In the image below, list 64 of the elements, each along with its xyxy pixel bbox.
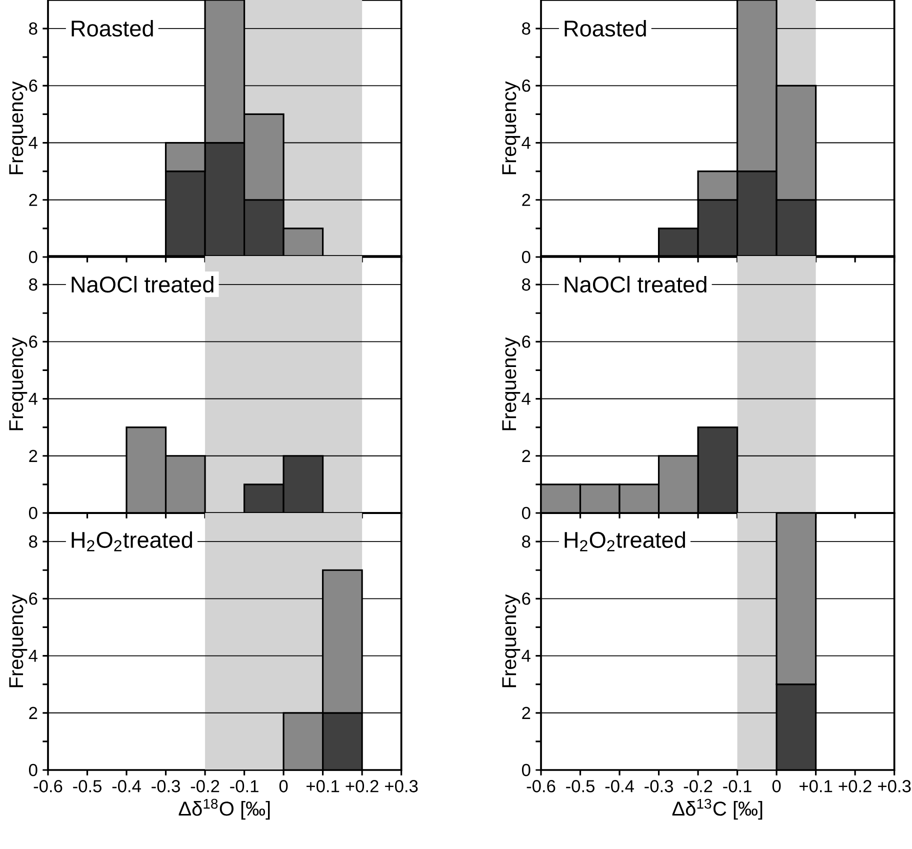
y-tick-label: 8 — [29, 22, 38, 35]
y-tick-label: 2 — [522, 450, 530, 462]
y-tick-label: 0 — [522, 506, 530, 520]
x-tick-label: +0.2 — [838, 780, 872, 792]
x-tick-label: 0 — [279, 780, 288, 792]
x-tick-label: -0.5 — [566, 780, 594, 792]
y-axis-title: Frequency — [9, 337, 28, 430]
y-tick-label: 4 — [522, 650, 530, 662]
y-axis-title: Frequency — [9, 594, 28, 688]
y-tick-label: 2 — [522, 194, 530, 206]
text: H$_{2}$O$_{2}$treated — [72, 531, 192, 552]
x-tick-label: -0.1 — [230, 780, 258, 792]
y-tick-label: 4 — [522, 136, 530, 149]
text: NaOCl treated — [564, 276, 706, 293]
y-tick-label: 2 — [522, 706, 530, 719]
x-tick-label: -0.6 — [34, 780, 62, 792]
x-tick-label: +0.3 — [385, 780, 418, 792]
y-tick-label: 4 — [28, 392, 38, 405]
y-tick-label: 6 — [29, 80, 38, 92]
text: Roasted — [564, 20, 646, 37]
y-axis-title: Frequency — [502, 337, 520, 430]
y-tick-label: 4 — [28, 650, 38, 662]
x-tick-label: -0.3 — [644, 780, 673, 792]
x-tick-label: +0.1 — [306, 780, 340, 792]
x-tick-label: -0.2 — [190, 780, 220, 792]
y-tick-label: 6 — [522, 336, 530, 348]
y-tick-label: 6 — [29, 336, 38, 348]
y-tick-label: 8 — [522, 278, 530, 291]
x-tick-label: -0.1 — [723, 780, 752, 792]
y-tick-label: 2 — [29, 194, 38, 206]
y-tick-label: 6 — [522, 592, 530, 605]
y-tick-label: 8 — [29, 535, 38, 548]
y-axis-title: Frequency — [502, 594, 520, 688]
x-tick-label: -0.4 — [605, 780, 634, 792]
y-tick-label: 2 — [29, 450, 38, 462]
x-tick-label: -0.6 — [526, 780, 556, 792]
x-tick-label: +0.1 — [800, 780, 832, 792]
x-tick-label: 0 — [772, 780, 781, 792]
text: Roasted — [72, 20, 153, 37]
text: NaOCl treated — [72, 276, 214, 293]
y-axis-title: Frequency — [502, 81, 520, 174]
y-tick-label: 0 — [28, 764, 38, 776]
y-tick-label: 4 — [522, 392, 530, 405]
y-tick-label: 8 — [522, 22, 530, 35]
y-tick-label: 8 — [522, 535, 530, 548]
y-tick-label: 0 — [522, 764, 530, 776]
y-tick-label: 8 — [29, 278, 38, 291]
y-tick-label: 0 — [522, 250, 530, 264]
y-tick-label: 6 — [522, 80, 530, 92]
x-tick-label: +0.3 — [878, 780, 911, 792]
y-tick-label: 4 — [28, 136, 38, 149]
text: H$_{2}$O$_{2}$treated — [564, 531, 686, 552]
y-tick-label: 2 — [29, 706, 38, 719]
x-tick-label: -0.3 — [152, 780, 180, 792]
y-tick-label: 6 — [29, 592, 38, 605]
y-tick-label: 0 — [28, 506, 38, 520]
x-tick-label: -0.2 — [684, 780, 712, 792]
x-axis-title: Δδ$^{18}$O [‰] — [178, 798, 270, 820]
x-axis-title: Δδ$^{13}$C [‰] — [672, 798, 762, 820]
y-axis-title: Frequency — [9, 81, 28, 174]
y-tick-label: 0 — [28, 250, 38, 264]
x-tick-label: -0.5 — [73, 780, 102, 792]
x-tick-label: -0.4 — [112, 780, 141, 792]
x-tick-label: +0.2 — [346, 780, 378, 792]
